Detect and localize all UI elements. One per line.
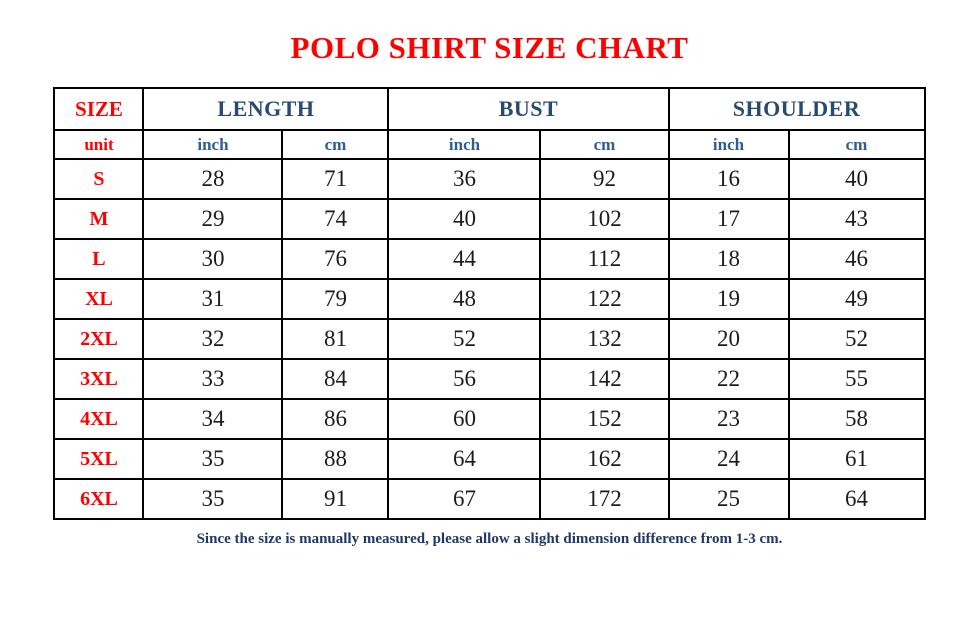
size-label: XL	[53, 278, 145, 320]
value-cell: 132	[539, 318, 670, 360]
value-cell: 122	[539, 278, 670, 320]
value-cell: 40	[787, 158, 926, 200]
group-header-length: LENGTH	[142, 87, 390, 131]
value-cell: 76	[281, 238, 390, 280]
size-label: 3XL	[53, 358, 145, 400]
value-cell: 172	[539, 478, 670, 520]
value-cell: 92	[539, 158, 670, 200]
value-cell: 43	[787, 198, 926, 240]
value-cell: 48	[387, 278, 542, 320]
value-cell: 60	[387, 398, 542, 440]
value-cell: 55	[787, 358, 926, 400]
unit-header-shoulder-inch: inch	[667, 129, 790, 160]
size-label: S	[53, 158, 145, 200]
value-cell: 61	[787, 438, 926, 480]
value-cell: 142	[539, 358, 670, 400]
value-cell: 35	[142, 438, 284, 480]
table-row-4xl: 4XL 34 86 60 152 23 58	[53, 398, 926, 440]
value-cell: 33	[142, 358, 284, 400]
table-body: S 28 71 36 92 16 40 M 29 74 40 102 17 43…	[53, 158, 926, 520]
value-cell: 35	[142, 478, 284, 520]
group-header-row: SIZE LENGTH BUST SHOULDER	[53, 87, 926, 131]
value-cell: 24	[667, 438, 790, 480]
value-cell: 44	[387, 238, 542, 280]
value-cell: 88	[281, 438, 390, 480]
value-cell: 25	[667, 478, 790, 520]
table-row-6xl: 6XL 35 91 67 172 25 64	[53, 478, 926, 520]
value-cell: 56	[387, 358, 542, 400]
value-cell: 22	[667, 358, 790, 400]
unit-header-length-inch: inch	[142, 129, 284, 160]
unit-row-label: unit	[53, 129, 145, 160]
value-cell: 19	[667, 278, 790, 320]
value-cell: 112	[539, 238, 670, 280]
value-cell: 64	[387, 438, 542, 480]
value-cell: 40	[387, 198, 542, 240]
value-cell: 29	[142, 198, 284, 240]
value-cell: 49	[787, 278, 926, 320]
size-column-header: SIZE	[53, 87, 145, 131]
value-cell: 18	[667, 238, 790, 280]
value-cell: 58	[787, 398, 926, 440]
value-cell: 31	[142, 278, 284, 320]
value-cell: 16	[667, 158, 790, 200]
value-cell: 52	[387, 318, 542, 360]
value-cell: 64	[787, 478, 926, 520]
table-row-5xl: 5XL 35 88 64 162 24 61	[53, 438, 926, 480]
footnote: Since the size is manually measured, ple…	[196, 531, 783, 547]
value-cell: 30	[142, 238, 284, 280]
value-cell: 23	[667, 398, 790, 440]
value-cell: 34	[142, 398, 284, 440]
value-cell: 162	[539, 438, 670, 480]
unit-header-bust-inch: inch	[387, 129, 542, 160]
table-row-3xl: 3XL 33 84 56 142 22 55	[53, 358, 926, 400]
table-header: SIZE LENGTH BUST SHOULDER unit inch cm i…	[53, 87, 926, 160]
size-label: 4XL	[53, 398, 145, 440]
value-cell: 67	[387, 478, 542, 520]
page-title: POLO SHIRT SIZE CHART	[290, 30, 689, 65]
value-cell: 84	[281, 358, 390, 400]
unit-header-length-cm: cm	[281, 129, 390, 160]
value-cell: 36	[387, 158, 542, 200]
table-row-l: L 30 76 44 112 18 46	[53, 238, 926, 280]
table-row-s: S 28 71 36 92 16 40	[53, 158, 926, 200]
value-cell: 86	[281, 398, 390, 440]
value-cell: 152	[539, 398, 670, 440]
size-label: 6XL	[53, 478, 145, 520]
size-label: 5XL	[53, 438, 145, 480]
value-cell: 46	[787, 238, 926, 280]
value-cell: 102	[539, 198, 670, 240]
value-cell: 20	[667, 318, 790, 360]
unit-header-shoulder-cm: cm	[787, 129, 926, 160]
value-cell: 79	[281, 278, 390, 320]
value-cell: 81	[281, 318, 390, 360]
group-header-bust: BUST	[387, 87, 670, 131]
table-row-m: M 29 74 40 102 17 43	[53, 198, 926, 240]
value-cell: 71	[281, 158, 390, 200]
table-row-2xl: 2XL 32 81 52 132 20 52	[53, 318, 926, 360]
value-cell: 28	[142, 158, 284, 200]
value-cell: 74	[281, 198, 390, 240]
value-cell: 91	[281, 478, 390, 520]
value-cell: 52	[787, 318, 926, 360]
size-chart-table: SIZE LENGTH BUST SHOULDER unit inch cm i…	[53, 87, 926, 520]
size-label: L	[53, 238, 145, 280]
table-row-xl: XL 31 79 48 122 19 49	[53, 278, 926, 320]
value-cell: 17	[667, 198, 790, 240]
size-label: M	[53, 198, 145, 240]
group-header-shoulder: SHOULDER	[667, 87, 926, 131]
value-cell: 32	[142, 318, 284, 360]
size-label: 2XL	[53, 318, 145, 360]
unit-header-bust-cm: cm	[539, 129, 670, 160]
unit-header-row: unit inch cm inch cm inch cm	[53, 129, 926, 160]
